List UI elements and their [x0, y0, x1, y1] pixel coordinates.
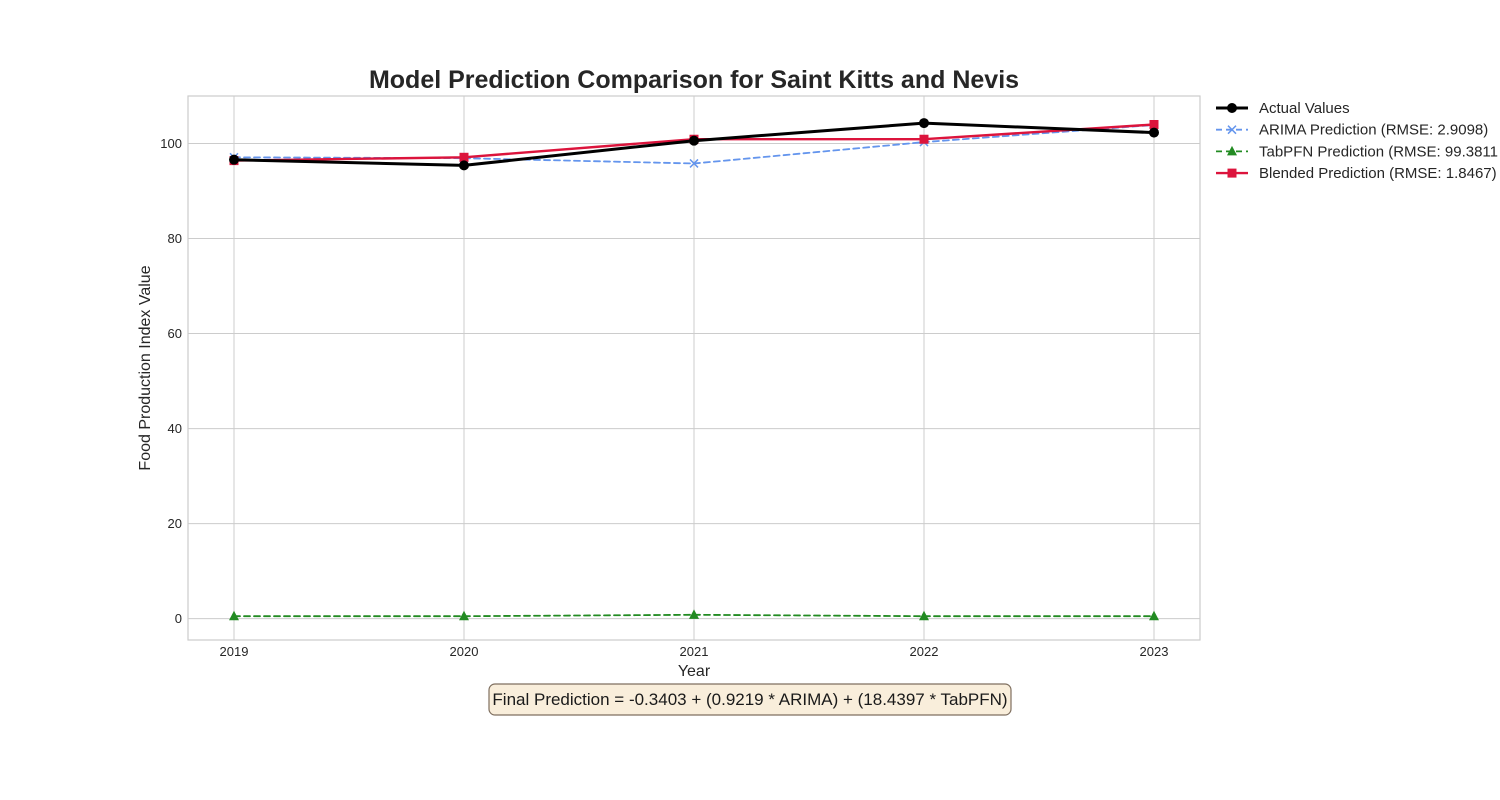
data-point — [1149, 127, 1159, 138]
legend-entry: Actual Values — [1216, 100, 1350, 117]
legend-label: Actual Values — [1259, 100, 1350, 117]
data-point — [459, 160, 469, 171]
x-tick-label: 2023 — [1140, 644, 1169, 659]
annotation-box — [488, 683, 1012, 716]
legend-marker — [1227, 125, 1237, 135]
annotation-text: Final Prediction = -0.3403 + (0.9219 * A… — [492, 690, 1007, 709]
data-point — [919, 134, 929, 144]
y-tick-label: 60 — [168, 326, 182, 341]
chart-title: Model Prediction Comparison for Saint Ki… — [369, 66, 1019, 94]
y-tick-label: 20 — [168, 516, 182, 531]
series-0 — [229, 118, 1159, 171]
x-axis-ticks: 2019 2020 2021 2022 2023 — [220, 644, 1169, 659]
y-tick-label: 80 — [168, 231, 182, 246]
legend-entry: Blended Prediction (RMSE: 1.8467) — [1216, 165, 1497, 182]
legend-label: TabPFN Prediction (RMSE: 99.3811 — [1259, 143, 1498, 160]
data-point — [919, 118, 929, 129]
data-point — [689, 158, 699, 168]
legend-marker — [1227, 168, 1237, 178]
x-tick-label: 2019 — [220, 644, 249, 659]
legend-marker — [1227, 103, 1237, 113]
data-point — [919, 610, 929, 621]
data-point — [229, 154, 239, 165]
y-axis-label: Food Production Index Value — [137, 265, 154, 470]
formula-annotation: Final Prediction = -0.3403 + (0.9219 * A… — [488, 683, 1012, 716]
data-point — [459, 152, 469, 162]
y-tick-label: 100 — [160, 136, 182, 151]
x-tick-label: 2022 — [910, 644, 939, 659]
data-point — [459, 610, 469, 621]
legend-label: Blended Prediction (RMSE: 1.8467) — [1259, 165, 1497, 182]
x-tick-label: 2020 — [450, 644, 479, 659]
data-point — [1149, 120, 1159, 130]
y-axis-ticks: 0 20 40 60 80 100 — [160, 136, 182, 626]
legend-label: ARIMA Prediction (RMSE: 2.9098) — [1259, 122, 1488, 139]
x-axis-label: Year — [678, 663, 711, 680]
data-series — [229, 118, 1159, 621]
legend-marker — [1227, 145, 1237, 156]
data-point — [229, 610, 239, 621]
data-point — [689, 609, 699, 619]
legend-entry: TabPFN Prediction (RMSE: 99.3811 — [1216, 143, 1498, 160]
y-tick-label: 0 — [175, 611, 182, 626]
y-tick-label: 40 — [168, 421, 182, 436]
legend-entry: ARIMA Prediction (RMSE: 2.9098) — [1216, 122, 1488, 139]
x-tick-label: 2021 — [680, 644, 709, 659]
series-2 — [229, 609, 1159, 621]
data-point — [689, 135, 699, 146]
data-point — [1149, 610, 1159, 621]
legend: Actual Values ARIMA Prediction (RMSE: 2.9… — [1216, 100, 1498, 182]
